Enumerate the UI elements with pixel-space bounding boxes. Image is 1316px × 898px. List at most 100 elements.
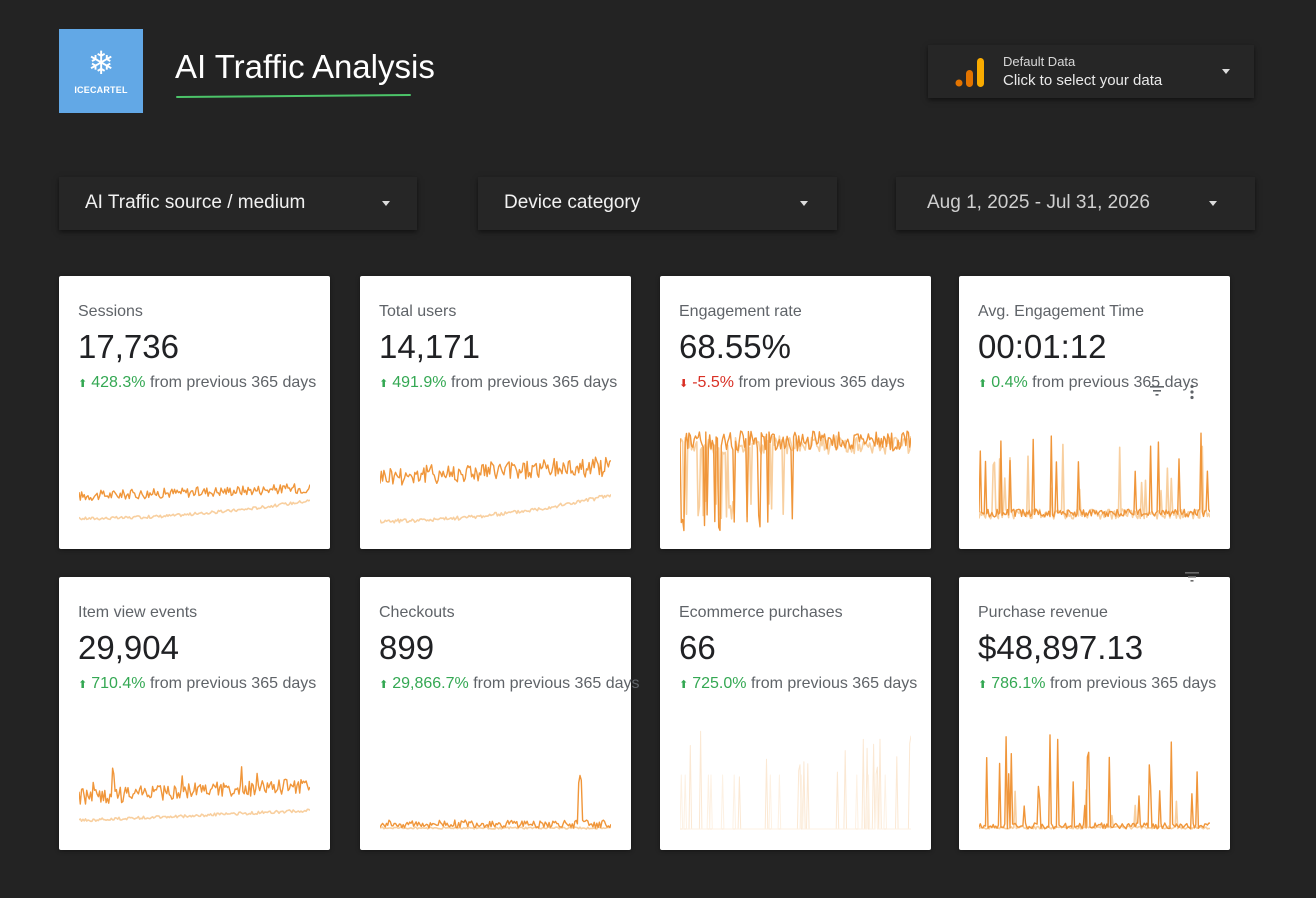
sparkline-chart (680, 430, 911, 532)
arrow-down-icon: ⬇ (679, 378, 689, 390)
change-percent: 710.4% (91, 675, 146, 692)
scorecard[interactable]: Checkouts 899 ⬆ 29,866.7% from previous 365… (360, 577, 640, 850)
data-source-selector[interactable]: Default Data Click to select your data (928, 45, 1254, 98)
sparkline-chart (380, 774, 611, 830)
arrow-up-icon: ⬆ (679, 679, 689, 691)
change-suffix: from previous 365 days (750, 675, 918, 692)
scorecard-change: ⬆ 710.4% from previous 365 days (78, 675, 316, 693)
change-suffix: from previous 365 days (450, 374, 618, 391)
scorecard-value: 17,736 (78, 328, 179, 365)
change-suffix: from previous 365 days (738, 374, 905, 391)
change-suffix: from previous 365 days (149, 374, 317, 391)
change-suffix: from previous 365 days (1032, 374, 1199, 391)
sparkline-series (979, 432, 1210, 518)
sparkline-series (979, 443, 1210, 520)
sparkline-series (79, 766, 310, 805)
scorecard-title: Sessions (78, 303, 143, 320)
chevron-down-icon (1222, 69, 1230, 74)
scorecard[interactable]: Item view events 29,904 ⬆ 710.4% from previ… (59, 577, 330, 850)
more-options-icon[interactable] (1188, 384, 1196, 400)
page-title: AI Traffic Analysis (175, 48, 435, 85)
chevron-down-icon (382, 201, 390, 206)
arrow-up-icon: ⬆ (78, 378, 88, 390)
scorecard-change: ⬆ 428.3% from previous 365 days (78, 374, 316, 392)
sparkline-series (380, 494, 611, 524)
data-source-hint: Click to select your data (1003, 72, 1163, 89)
change-percent: 29,866.7% (392, 675, 469, 692)
scorecard-change: ⬇ -5.5% from previous 365 days (679, 374, 905, 392)
scorecard-change: ⬆ 0.4% from previous 365 days (978, 374, 1198, 392)
scorecard-change: ⬆ 786.1% from previous 365 days (978, 675, 1216, 693)
sparkline-series (680, 435, 911, 520)
scorecard-change: ⬆ 29,866.7% from previous 365 days (379, 675, 640, 693)
sparkline-chart (979, 734, 1210, 830)
sparkline-series (380, 826, 611, 830)
scorecard[interactable]: Engagement rate 68.55% ⬇ -5.5% from previou… (660, 276, 931, 549)
change-suffix: from previous 365 days (473, 675, 640, 692)
date-range-picker[interactable]: Aug 1, 2025 - Jul 31, 2026 (896, 177, 1255, 230)
sparkline-chart (979, 432, 1210, 520)
filter-icon[interactable] (1149, 385, 1165, 397)
scorecard-title: Purchase revenue (978, 604, 1108, 621)
sparkline-series (79, 483, 310, 502)
scorecard-title: Ecommerce purchases (679, 604, 843, 621)
change-percent: 491.9% (392, 374, 447, 391)
scorecard-title: Checkouts (379, 604, 455, 621)
sparkline-series (380, 774, 611, 829)
change-percent: 725.0% (692, 675, 747, 692)
scorecard-value: 66 (679, 629, 716, 666)
source-medium-filter-label: AI Traffic source / medium (85, 192, 306, 213)
data-source-label: Default Data (1003, 54, 1076, 69)
sparkline-chart (380, 456, 611, 524)
scorecard-value: 68.55% (679, 328, 791, 365)
scorecard-title: Total users (379, 303, 457, 320)
sparkline-series (979, 734, 1210, 830)
title-underline (175, 93, 412, 99)
scorecard[interactable]: Purchase revenue $48,897.13 ⬆ 786.1% from p… (959, 577, 1230, 850)
change-suffix: from previous 365 days (149, 675, 317, 692)
arrow-up-icon: ⬆ (379, 378, 389, 390)
arrow-up-icon: ⬆ (978, 378, 988, 390)
sparkline-series (79, 499, 310, 521)
scorecard-value: 899 (379, 629, 435, 666)
scorecard[interactable]: Total users 14,171 ⬆ 491.9% from previous 3… (360, 276, 631, 549)
scorecard-title: Avg. Engagement Time (978, 303, 1145, 320)
change-percent: 786.1% (991, 675, 1046, 692)
scorecard-change: ⬆ 725.0% from previous 365 days (679, 675, 917, 693)
scorecard-title: Item view events (78, 604, 198, 621)
change-percent: -5.5% (692, 374, 735, 391)
date-range-label: Aug 1, 2025 - Jul 31, 2026 (927, 192, 1150, 213)
source-medium-filter[interactable]: AI Traffic source / medium (59, 177, 417, 230)
logo-text: ICECARTEL (74, 85, 128, 95)
arrow-up-icon: ⬆ (78, 679, 88, 691)
sparkline-series (680, 430, 911, 532)
device-category-filter-label: Device category (504, 192, 641, 213)
chevron-down-icon (800, 201, 808, 206)
scorecard[interactable]: Sessions 17,736 ⬆ 428.3% from previous 365 … (59, 276, 330, 549)
change-percent: 0.4% (991, 374, 1028, 391)
scorecard-title: Engagement rate (679, 303, 802, 320)
change-percent: 428.3% (91, 374, 146, 391)
scorecard[interactable]: Ecommerce purchases 66 ⬆ 725.0% from previo… (660, 577, 931, 850)
sparkline-series (79, 808, 310, 823)
arrow-up-icon: ⬆ (978, 679, 988, 691)
sparkline-series (680, 774, 911, 830)
sparkline-chart (79, 766, 310, 823)
change-suffix: from previous 365 days (1049, 675, 1217, 692)
brand-logo: ❄ ICECARTEL (59, 29, 143, 113)
chevron-down-icon (1209, 201, 1217, 206)
sparkline-series (380, 456, 611, 486)
sparkline-chart (79, 483, 310, 521)
scorecard-value: $48,897.13 (978, 629, 1144, 666)
arrow-up-icon: ⬆ (379, 679, 389, 691)
snowflake-icon: ❄ (87, 44, 115, 82)
device-category-filter[interactable]: Device category (478, 177, 837, 230)
scorecard[interactable]: Avg. Engagement Time 00:01:12 ⬆ 0.4% from p… (959, 276, 1230, 549)
scorecard-value: 14,171 (379, 328, 480, 365)
scorecard-change: ⬆ 491.9% from previous 365 days (379, 374, 617, 392)
sparkline-chart (680, 730, 911, 830)
scorecard-value: 29,904 (78, 629, 179, 666)
scorecard-value: 00:01:12 (978, 328, 1107, 365)
filter-icon[interactable] (1184, 571, 1200, 583)
bar-chart-icon (955, 58, 984, 87)
